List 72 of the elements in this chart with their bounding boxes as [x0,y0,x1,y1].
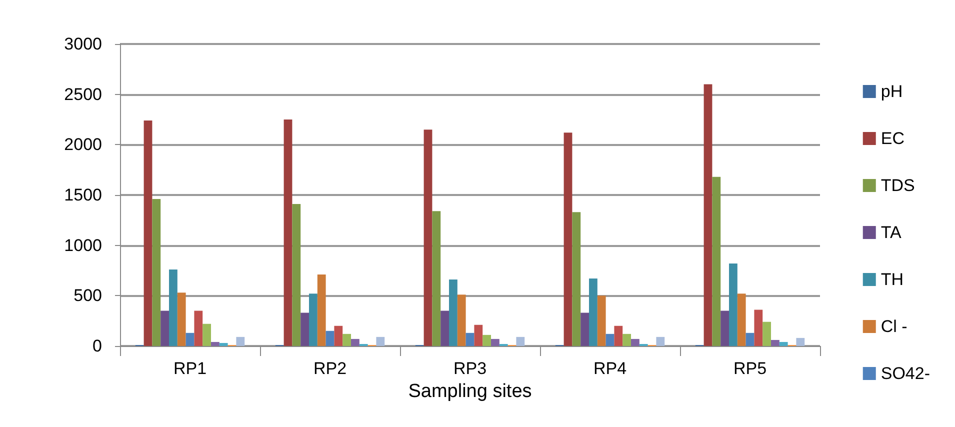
bar [720,310,729,346]
bar [466,332,474,346]
bar [796,338,805,346]
legend-label: Cl - [880,317,908,336]
bar [656,336,665,346]
legend-label: TH [880,270,904,289]
bar [309,294,318,346]
bar [202,324,211,346]
x-tick-label: RP2 [313,359,347,378]
bar [606,334,614,346]
bar [779,342,788,346]
bar [351,338,360,346]
x-tick-label: RP1 [173,359,207,378]
bar [631,338,640,346]
bar [194,310,203,346]
bar [754,310,763,346]
x-tick-label: RP5 [733,359,767,378]
bar [144,120,152,346]
bar [424,130,432,346]
bar [762,322,771,346]
bar [284,120,292,346]
bar [376,336,385,346]
bar [516,336,525,346]
bar [219,342,228,346]
bar [564,132,572,346]
legend-label: TDS [880,176,915,195]
x-axis-title: Sampling sites [408,381,532,402]
bar [186,332,194,346]
bar [704,84,712,346]
bar [211,342,220,346]
bar [737,294,746,346]
y-tick-label: 1500 [64,186,102,204]
bar [597,296,606,346]
bar [712,176,721,346]
bar [491,338,500,346]
bar [474,324,483,346]
bar [152,199,161,346]
legend-label: TA [880,223,902,242]
bar [771,340,780,346]
bar [572,212,581,346]
x-tick-label: RP4 [593,359,627,378]
y-tick-label: 2000 [64,135,102,154]
legend-label: pH [880,82,903,101]
bar [177,292,186,346]
bar [622,334,631,346]
bar [292,204,301,346]
bar [236,336,245,346]
y-tick-label: 2500 [64,84,102,104]
bar [160,310,169,346]
x-tick-label: RP3 [453,359,487,378]
legend-label: EC [880,129,904,148]
bar [317,274,326,346]
y-tick-label: 500 [74,286,102,306]
bar [482,334,491,346]
bar [334,326,343,346]
bar [169,269,178,346]
y-tick-label: 0 [92,336,102,356]
bar [440,310,449,346]
bar [457,294,466,346]
bar [614,326,623,346]
legend-label: SO42- [880,364,930,383]
bar [580,312,589,346]
bar [300,312,309,346]
bar [746,332,754,346]
bar [729,263,738,346]
bar [326,330,334,346]
y-tick-label: 3000 [64,34,102,54]
bar [589,278,598,346]
bar [342,334,351,346]
bar [432,211,441,346]
y-tick-label: 1000 [64,236,102,255]
bar [449,280,458,346]
